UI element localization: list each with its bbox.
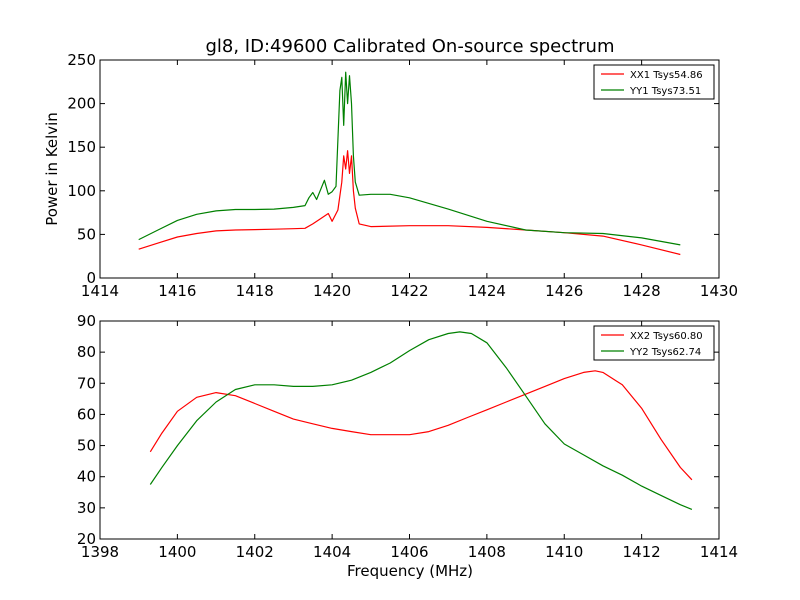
legend-label-xx1: XX1 Tsys54.86 (630, 70, 703, 81)
chart-title: gl8, ID:49600 Calibrated On-source spect… (205, 36, 614, 57)
series-line-1-1 (149, 331, 693, 510)
y-tick-label: 200 (67, 95, 96, 113)
x-tick-label: 1404 (313, 543, 351, 561)
series-line-1-0 (149, 370, 693, 481)
series-line-0-0 (138, 150, 681, 256)
bottom-spectrum-panel: Frequency (MHz) 1398 1400 1402 1404 1406 1408… (77, 312, 738, 580)
x-tick-label: 1426 (545, 282, 583, 300)
legend-label-xx2: XX2 Tsys60.80 (630, 331, 703, 342)
x-tick-label: 1418 (236, 282, 274, 300)
x-axis-label: Frequency (MHz) (347, 562, 473, 580)
y-tick-label: 50 (77, 437, 96, 455)
top-panel-lines (138, 71, 681, 256)
bottom-panel-frame (99, 320, 720, 540)
y-tick-label: 100 (67, 182, 96, 200)
y-tick-label: 30 (77, 499, 96, 517)
y-tick-label: 90 (77, 312, 96, 330)
x-tick-label: 1420 (313, 282, 351, 300)
top-panel-legend: XX1 Tsys54.86 YY1 Tsys73.51 (593, 64, 715, 100)
legend-box (593, 325, 715, 361)
legend-label-yy1: YY1 Tsys73.51 (629, 86, 701, 97)
x-tick-label: 1428 (623, 282, 661, 300)
bottom-panel-tick-labels: 1398 1400 1402 1404 1406 1408 1410 1412 1414 20 30… (77, 312, 738, 561)
y-tick-label: 40 (77, 468, 96, 486)
x-tick-label: 1414 (81, 282, 119, 300)
series-line-0-1 (138, 71, 681, 246)
y-tick-label: 80 (77, 343, 96, 361)
legend-box (593, 64, 715, 100)
x-tick-label: 1412 (623, 543, 661, 561)
y-tick-label: 20 (77, 530, 96, 548)
y-tick-label: 150 (67, 138, 96, 156)
y-tick-label: 0 (86, 269, 96, 287)
x-tick-label: 1416 (158, 282, 196, 300)
x-tick-label: 1406 (390, 543, 428, 561)
top-spectrum-panel: gl8, ID:49600 Calibrated On-source spect… (43, 36, 738, 300)
x-tick-label: 1400 (158, 543, 196, 561)
x-tick-label: 1430 (700, 282, 738, 300)
legend-label-yy2: YY2 Tsys62.74 (629, 347, 701, 358)
top-panel-frame (99, 59, 720, 279)
x-tick-label: 1424 (468, 282, 506, 300)
top-panel-tick-labels: 1414 1416 1418 1420 1422 1424 1426 1428 1430 0 50 1… (67, 51, 738, 300)
y-tick-label: 50 (77, 225, 96, 243)
y-tick-label: 70 (77, 374, 96, 392)
x-tick-label: 1408 (468, 543, 506, 561)
x-tick-label: 1422 (390, 282, 428, 300)
bottom-panel-legend: XX2 Tsys60.80 YY2 Tsys62.74 (593, 325, 715, 361)
x-tick-label: 1414 (700, 543, 738, 561)
y-axis-label: Power in Kelvin (43, 112, 61, 226)
x-tick-label: 1410 (545, 543, 583, 561)
bottom-panel-lines (149, 331, 693, 510)
x-tick-label: 1402 (236, 543, 274, 561)
x-tick-label: 1398 (81, 543, 119, 561)
y-tick-label: 60 (77, 405, 96, 423)
y-tick-label: 250 (67, 51, 96, 69)
